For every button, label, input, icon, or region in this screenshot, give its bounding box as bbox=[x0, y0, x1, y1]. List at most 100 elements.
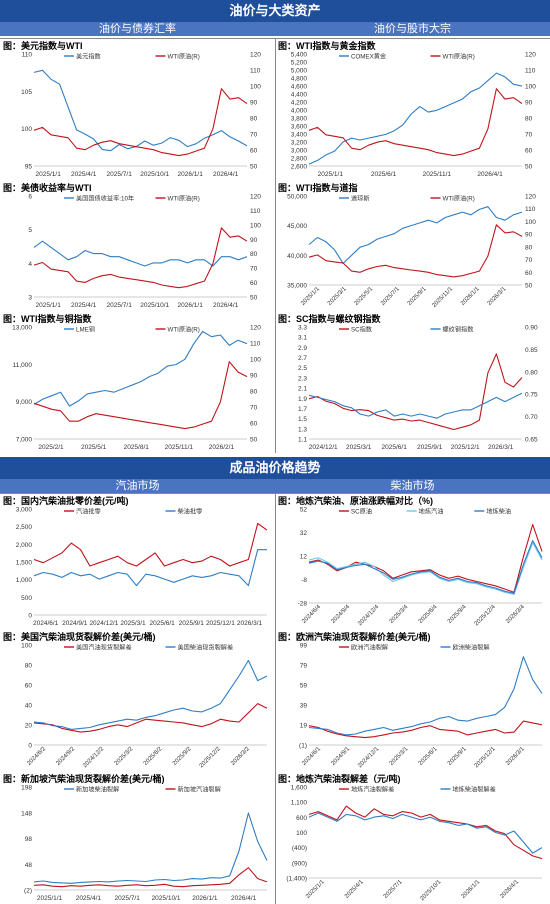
x-tick-label: 2025/10/1 bbox=[140, 302, 169, 309]
y-tick-label: 12 bbox=[300, 554, 308, 561]
x-tick-label: 2025/11/1 bbox=[431, 286, 454, 309]
y2-tick-label: 0.90 bbox=[525, 325, 538, 332]
series-line bbox=[33, 88, 248, 157]
y-tick-label: 45,000 bbox=[287, 223, 307, 230]
y-tick-label: 40,000 bbox=[287, 253, 307, 260]
x-tick-label: 2024/12/4 bbox=[357, 604, 381, 628]
x-tick-label: 2024/12/1 bbox=[89, 620, 118, 627]
section-title-products: 成品油价格趋势 bbox=[0, 457, 550, 479]
series-line bbox=[308, 542, 543, 595]
y-tick-label: 2,600 bbox=[291, 164, 308, 171]
x-tick-label: 2024/6/1 bbox=[33, 620, 59, 627]
y-tick-label: 0 bbox=[28, 613, 32, 620]
legend-label: WTI原油(R) bbox=[168, 195, 200, 203]
x-tick-label: 2025/7/1 bbox=[107, 171, 133, 178]
subheader-row-2: 汽油市场 柴油市场 bbox=[0, 479, 550, 493]
y2-tick-label: 110 bbox=[250, 208, 261, 215]
y-tick-label: 3.1 bbox=[298, 335, 307, 342]
y-tick-label: 59 bbox=[300, 683, 308, 690]
y-tick-label: 3,400 bbox=[291, 132, 308, 139]
y-tick-label: 500 bbox=[21, 595, 32, 602]
x-tick-label: 2025/4/1 bbox=[71, 171, 97, 178]
x-tick-label: 2025/5/1 bbox=[81, 444, 107, 451]
y-tick-label: 1.3 bbox=[298, 426, 307, 433]
chart-title-p2: 图：美债收益率与WTI bbox=[3, 183, 92, 193]
x-tick-label: 2025/2/1 bbox=[38, 444, 64, 451]
series-line bbox=[308, 656, 543, 736]
y-tick-label: 105 bbox=[21, 89, 32, 96]
x-tick-label: 2025/10/1 bbox=[419, 879, 443, 903]
x-tick-label: 2026/3/1 bbox=[237, 620, 263, 627]
y-tick-label: 3,000 bbox=[16, 507, 33, 514]
y-tick-label: (400) bbox=[292, 845, 307, 852]
y2-tick-label: 90 bbox=[250, 100, 258, 107]
x-tick-label: 2025/12/1 bbox=[474, 746, 498, 770]
y-tick-label: 2,800 bbox=[291, 156, 308, 163]
y-tick-label: 1,000 bbox=[16, 577, 33, 584]
y2-tick-label: 90 bbox=[525, 100, 533, 107]
y-tick-label: 1.7 bbox=[298, 406, 307, 413]
x-tick-label: 2025/7/1 bbox=[383, 879, 404, 900]
legend-label: 新加坡柴油裂解 bbox=[76, 786, 119, 794]
y2-tick-label: 60 bbox=[250, 280, 258, 287]
x-tick-label: 2025/11/1 bbox=[165, 444, 194, 451]
chart-p3: 35,000 40,000 45,000 50,000 50 60 70 80 90 100 110… bbox=[287, 194, 536, 309]
x-tick-label: 2025/3/1 bbox=[346, 444, 372, 451]
chart-title-p4: 图：WTI指数与铜指数 bbox=[3, 314, 92, 324]
x-tick-label: 2024/12/1 bbox=[309, 444, 338, 451]
x-tick-label: 2025/4/1 bbox=[344, 879, 365, 900]
chart-title-p3: 图：WTI指数与道指 bbox=[278, 183, 358, 193]
x-tick-label: 2025/9/1 bbox=[447, 746, 468, 767]
y-tick-label: 1,600 bbox=[291, 785, 308, 792]
x-tick-label: 2024/9/1 bbox=[62, 620, 88, 627]
legend-label: 美国汽油现货裂解差 bbox=[76, 644, 132, 652]
x-tick-label: 2025/1/1 bbox=[37, 895, 63, 902]
series-line bbox=[33, 361, 248, 430]
x-tick-label: 2026/3/4 bbox=[505, 604, 526, 625]
x-tick-label: 2024/12/2 bbox=[82, 746, 106, 770]
x-tick-label: 2025/12/4 bbox=[474, 604, 498, 628]
y-tick-label: 7,000 bbox=[16, 437, 33, 444]
y-tick-label: 5,400 bbox=[291, 52, 308, 59]
y2-tick-label: 80 bbox=[250, 116, 258, 123]
y-tick-label: 3.3 bbox=[298, 325, 307, 332]
chart-p2: 3 4 5 6 50 60 70 80 90 100 110 120 2025/1/1 2025/4/1 2… bbox=[28, 194, 261, 310]
y-tick-label: 100 bbox=[21, 643, 32, 650]
subheader-row-1: 油价与债券汇率 油价与股市大宗 bbox=[0, 22, 550, 36]
y-tick-label: 3,000 bbox=[291, 148, 308, 155]
y-tick-label: 148 bbox=[21, 810, 32, 817]
legend-label: 柴油批零 bbox=[178, 508, 203, 516]
y2-tick-label: 80 bbox=[250, 251, 258, 258]
y2-tick-label: 80 bbox=[525, 244, 533, 251]
x-tick-label: 2026/1/1 bbox=[461, 879, 482, 900]
y-tick-label: 48 bbox=[25, 862, 33, 869]
x-tick-label: 2025/1/1 bbox=[36, 302, 62, 309]
x-tick-label: 2025/6/1 bbox=[382, 444, 408, 451]
y-tick-label: 2.5 bbox=[298, 365, 307, 372]
series-line bbox=[33, 659, 268, 730]
legend-label: 汽油批零 bbox=[76, 508, 101, 516]
chart-p10: (2) 48 98 148 198 2025/1/1 2025/4/1 2025/7/1 202… bbox=[21, 785, 268, 902]
x-tick-label: 2026/3/1 bbox=[487, 286, 508, 307]
y-tick-label: 95 bbox=[25, 164, 33, 171]
x-tick-label: 2025/6/1 bbox=[149, 620, 175, 627]
y2-tick-label: 120 bbox=[250, 194, 261, 201]
x-tick-label: 2024/9/1 bbox=[330, 746, 351, 767]
subheader-left-1: 油价与债券汇率 bbox=[99, 23, 176, 35]
y-tick-label: 6 bbox=[28, 194, 32, 201]
y-tick-label: -28 bbox=[298, 601, 308, 608]
legend-label: 地炼柴油 bbox=[486, 508, 511, 516]
legend-label: 美国国债收益率:10年 bbox=[76, 195, 134, 203]
x-tick-label: 2025/12/1 bbox=[206, 620, 235, 627]
legend-label: 道琼斯 bbox=[351, 195, 370, 203]
y-tick-label: 2.9 bbox=[298, 345, 307, 352]
panel-divider bbox=[275, 493, 276, 904]
x-tick-label: 2026/1/1 bbox=[178, 171, 204, 178]
x-tick-label: 2024/9/4 bbox=[330, 604, 351, 625]
y-tick-label: (1,400) bbox=[286, 876, 307, 883]
y2-tick-label: 0.70 bbox=[525, 414, 538, 421]
series-line bbox=[308, 206, 523, 264]
x-tick-label: 2025/1/1 bbox=[305, 879, 326, 900]
